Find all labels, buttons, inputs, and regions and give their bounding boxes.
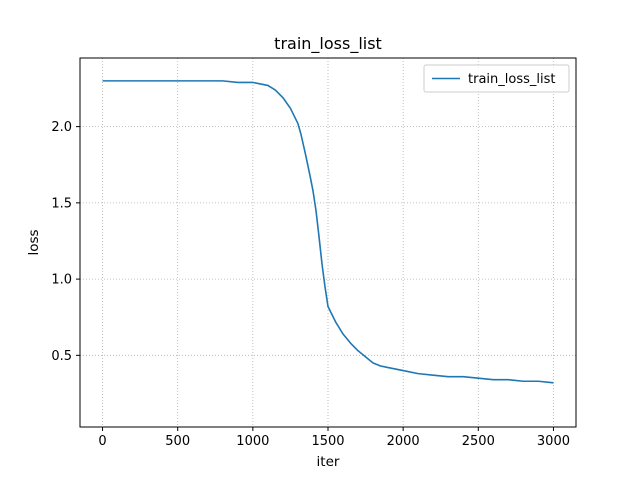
x-axis-label: iter	[317, 454, 340, 470]
x-tick-label: 500	[165, 434, 190, 449]
x-tick-label: 2500	[462, 434, 495, 449]
x-tick-label: 2000	[387, 434, 420, 449]
chart-title: train_loss_list	[274, 34, 382, 54]
y-tick-label: 1.5	[51, 196, 72, 211]
x-tick-label: 1500	[311, 434, 344, 449]
line-layer	[102, 80, 554, 384]
tick-layer: 0 500 1000 1500 2000 2500 3000 0.5 1.0 1.5 2.0	[51, 120, 570, 449]
x-tick-label: 0	[98, 434, 106, 449]
legend-box	[423, 64, 570, 93]
series-line-train-loss	[102, 80, 554, 384]
x-tick-label: 3000	[537, 434, 570, 449]
legend: train_loss_list	[423, 64, 570, 93]
legend-label: train_loss_list	[468, 72, 555, 87]
y-tick-label: 1.0	[51, 273, 72, 288]
y-axis-label: loss	[26, 229, 42, 255]
x-tick-label: 1000	[236, 434, 269, 449]
y-tick-label: 0.5	[51, 349, 72, 364]
y-tick-label: 2.0	[51, 120, 72, 135]
